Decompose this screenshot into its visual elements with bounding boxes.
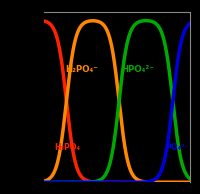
Text: H₃PO₄: H₃PO₄ bbox=[54, 143, 80, 152]
Text: PO₄³⁻: PO₄³⁻ bbox=[166, 143, 189, 152]
Text: H₂PO₄⁻: H₂PO₄⁻ bbox=[65, 65, 98, 74]
Text: HPO₄²⁻: HPO₄²⁻ bbox=[121, 65, 154, 74]
